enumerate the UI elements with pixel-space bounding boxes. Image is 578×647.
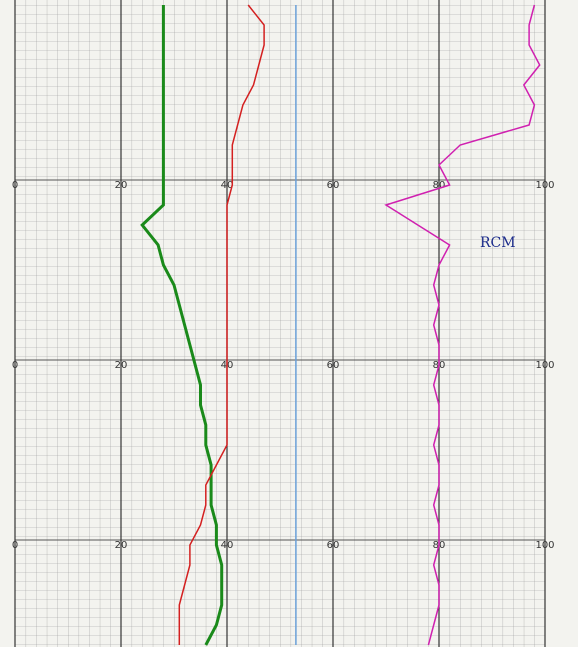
x-tick-label: 60	[327, 360, 340, 371]
x-tick-label: 20	[115, 360, 128, 371]
x-tick-label: 20	[115, 180, 128, 191]
x-tick-label: 0	[12, 180, 18, 191]
x-tick-label: 100	[535, 180, 554, 191]
paper-grid	[15, 0, 545, 647]
x-tick-label: 40	[221, 540, 234, 551]
x-tick-label: 0	[12, 360, 18, 371]
x-tick-label: 100	[535, 540, 554, 551]
x-tick-label: 0	[12, 540, 18, 551]
x-tick-label: 60	[327, 180, 340, 191]
x-tick-label: 60	[327, 540, 340, 551]
x-tick-label: 100	[535, 360, 554, 371]
x-tick-label: 20	[115, 540, 128, 551]
annotation: RCM	[480, 235, 516, 251]
well-log: RCM 000202020404040606060808080100100100	[0, 0, 578, 647]
